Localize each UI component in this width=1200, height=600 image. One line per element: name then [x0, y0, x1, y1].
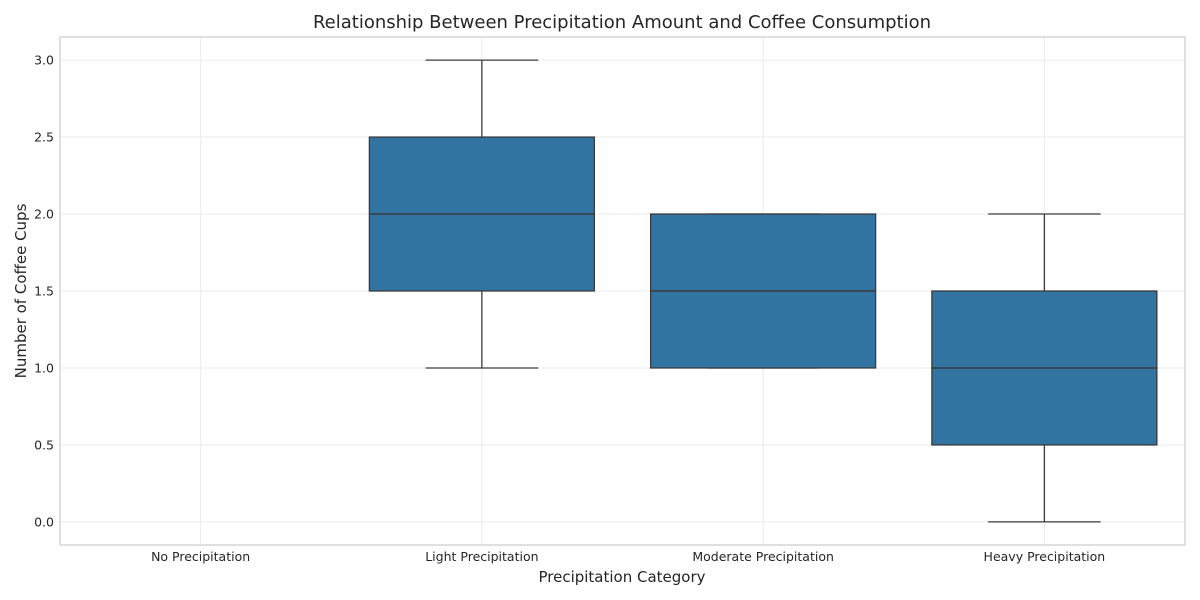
box-4 [931, 213, 1158, 523]
chart-title: Relationship Between Precipitation Amoun… [313, 12, 931, 33]
y-tick-label: 1.0 [34, 360, 54, 375]
y-tick-label: 1.5 [34, 284, 54, 299]
box-3 [649, 213, 877, 369]
x-tick-labels: No Precipitation Light Precipitation Moder… [151, 549, 1105, 564]
grid [60, 37, 1185, 545]
plot-frame [59, 36, 1186, 546]
y-tick-label: 0.5 [34, 437, 54, 452]
x-axis-label: Precipitation Category [538, 568, 705, 586]
boxes-layer [368, 59, 1158, 523]
x-tick-label: No Precipitation [151, 549, 250, 564]
y-axis-label: Number of Coffee Cups [12, 203, 30, 378]
y-tick-label: 2.0 [34, 207, 54, 222]
x-tick-label: Moderate Precipitation [692, 549, 834, 564]
y-tick-label: 0.0 [34, 514, 54, 529]
box-2 [368, 59, 596, 369]
x-tick-label: Heavy Precipitation [984, 549, 1106, 564]
x-tick-label: Light Precipitation [425, 549, 538, 564]
y-tick-label: 2.5 [34, 130, 54, 145]
y-tick-labels: 0.0 0.5 1.0 1.5 2.0 2.5 3.0 [34, 53, 54, 530]
y-tick-label: 3.0 [34, 53, 54, 68]
